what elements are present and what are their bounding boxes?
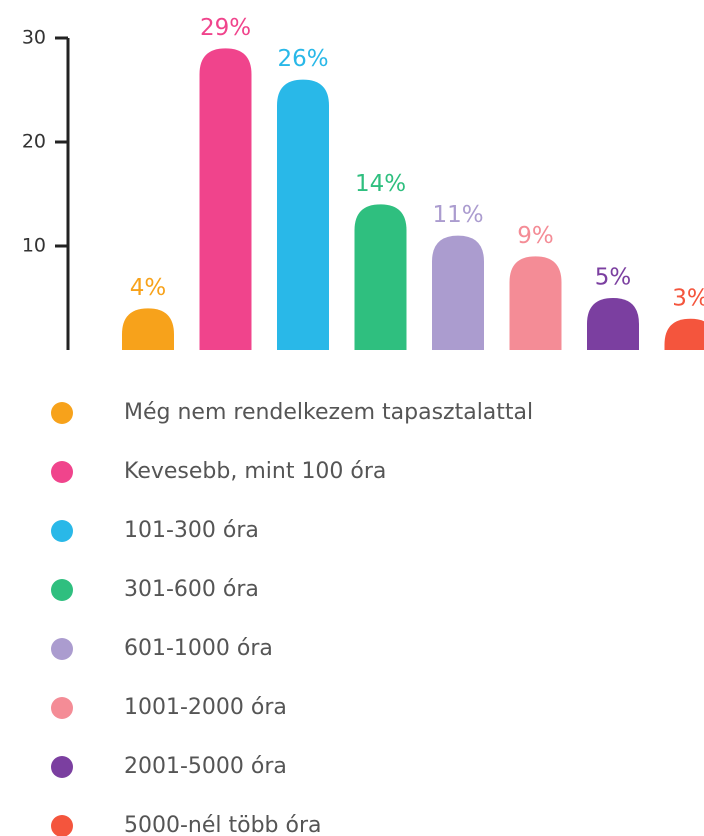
y-tick-label: 20 bbox=[22, 131, 46, 153]
legend-marker bbox=[51, 638, 73, 660]
legend-label: Még nem rendelkezem tapasztalattal bbox=[124, 400, 533, 425]
legend-marker bbox=[51, 697, 73, 719]
legend-label: 5000-nél több óra bbox=[124, 813, 322, 836]
legend-marker bbox=[51, 815, 73, 836]
legend-label: 2001-5000 óra bbox=[124, 754, 287, 779]
y-tick-label: 30 bbox=[22, 27, 46, 49]
value-label: 5% bbox=[595, 265, 632, 291]
bar bbox=[354, 204, 407, 350]
legend-label: 1001-2000 óra bbox=[124, 695, 287, 720]
value-label: 3% bbox=[672, 285, 704, 311]
legend-marker bbox=[51, 579, 73, 601]
bar bbox=[277, 79, 329, 350]
legend-marker bbox=[51, 520, 73, 542]
legend-label: Kevesebb, mint 100 óra bbox=[124, 459, 386, 484]
value-label: 26% bbox=[277, 46, 328, 72]
bar bbox=[122, 308, 174, 350]
legend-label: 601-1000 óra bbox=[124, 636, 273, 661]
legend-marker bbox=[51, 461, 73, 483]
value-label: 14% bbox=[355, 171, 406, 197]
bar bbox=[587, 298, 639, 350]
bar bbox=[664, 318, 704, 350]
legend-marker bbox=[51, 756, 73, 778]
y-tick-label: 10 bbox=[22, 235, 46, 257]
bar bbox=[432, 235, 484, 350]
bar bbox=[199, 48, 252, 351]
value-label: 11% bbox=[432, 202, 483, 228]
bar bbox=[509, 256, 562, 350]
legend-marker bbox=[51, 402, 73, 424]
value-label: 4% bbox=[130, 275, 167, 301]
legend-label: 101-300 óra bbox=[124, 518, 259, 543]
value-label: 9% bbox=[517, 223, 554, 249]
value-label: 29% bbox=[200, 15, 251, 41]
legend-label: 301-600 óra bbox=[124, 577, 259, 602]
